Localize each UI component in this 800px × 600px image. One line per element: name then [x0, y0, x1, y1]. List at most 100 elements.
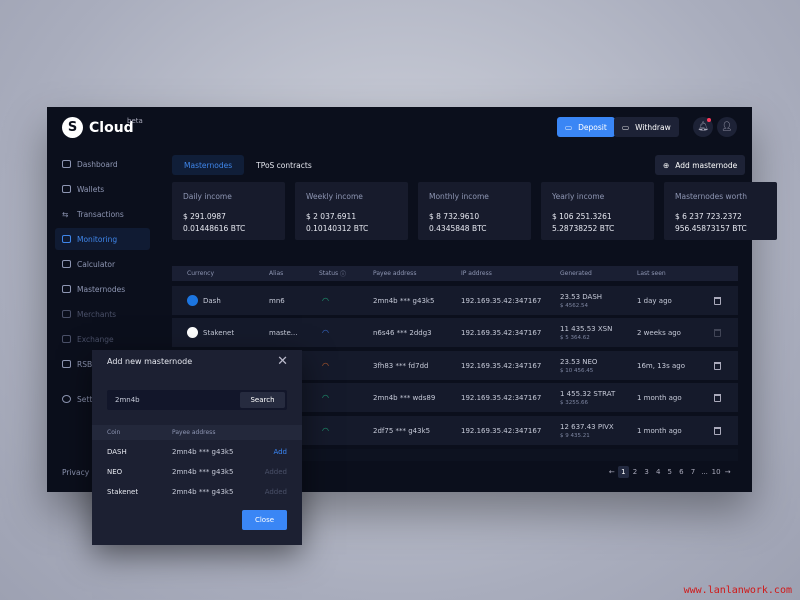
col-generated: Generated	[560, 270, 592, 277]
profile-button[interactable]: 👤︎	[717, 117, 737, 137]
label: Privacy	[62, 467, 90, 477]
modal-row: DASH 2mn4b *** g43k5 Add	[92, 445, 302, 459]
withdraw-button[interactable]: ▭ Withdraw	[614, 117, 679, 137]
delete-button[interactable]	[714, 416, 721, 445]
tab-tpos-contracts[interactable]: TPoS contracts	[256, 160, 312, 170]
delete-button[interactable]	[714, 318, 721, 347]
card-title: Masternodes worth	[675, 192, 747, 201]
page-button[interactable]: 5	[667, 468, 672, 476]
cell-payee: 2mn4b *** g43k5	[373, 296, 435, 305]
card-usd: $ 6 237 723.2372	[675, 212, 742, 221]
card-btc: 0.10140312 BTC	[306, 224, 369, 233]
income-card: Masternodes worth $ 6 237 723.2372 956.458…	[664, 182, 777, 240]
label: Add masternode	[675, 160, 738, 170]
generated-amount: 11 435.53 XSN	[560, 324, 613, 333]
payee: 2mn4b *** g43k5	[172, 468, 234, 476]
next-page-button[interactable]: →	[724, 468, 731, 476]
card-title: Daily income	[183, 192, 232, 201]
info-icon[interactable]: ⓘ	[340, 271, 347, 278]
generated-amount: 12 637.43 PIVX	[560, 422, 614, 431]
delete-button[interactable]	[714, 286, 721, 315]
trash-icon	[714, 328, 721, 337]
page-button[interactable]: 6	[679, 468, 684, 476]
page-button[interactable]: ...	[701, 468, 708, 476]
deposit-icon: ▭	[565, 122, 573, 132]
label: Exchange	[77, 334, 114, 344]
modal-title: Add new masternode	[107, 357, 193, 366]
sidebar-item-monitoring[interactable]: Monitoring	[55, 228, 150, 250]
col-currency: Currency	[187, 270, 215, 277]
sidebar-item-transactions[interactable]: ⇆ Transactions	[55, 203, 150, 225]
wifi-status-icon: ◠	[322, 361, 329, 370]
close-icon[interactable]: ✕	[277, 354, 288, 369]
label: Wallets	[77, 184, 105, 194]
cell-currency: Stakenet	[187, 318, 234, 347]
tab-masternodes[interactable]: Masternodes	[172, 155, 245, 175]
logo[interactable]: S Cloud beta	[62, 117, 143, 138]
income-card: Weekly income $ 2 037.6911 0.10140312 BTC	[295, 182, 408, 240]
currency-name: Stakenet	[203, 328, 235, 337]
deposit-button[interactable]: ▭ Deposit	[557, 117, 615, 137]
coin-icon	[187, 295, 198, 306]
wifi-status-icon: ◠	[322, 296, 329, 305]
col-coin: Coin	[107, 429, 121, 436]
masternodes-icon	[62, 285, 71, 293]
page-button[interactable]: 7	[690, 468, 696, 476]
card-usd: $ 2 037.6911	[306, 212, 357, 221]
wifi-status-icon: ◠	[322, 328, 329, 337]
modal-row: NEO 2mn4b *** g43k5 Added	[92, 465, 302, 479]
watermark: www.lanlanwork.com	[683, 585, 792, 596]
generated-usd: $ 4562.54	[560, 302, 588, 309]
wallet-icon	[62, 185, 71, 193]
withdraw-label: Withdraw	[635, 122, 671, 132]
sidebar-item-masternodes[interactable]: Masternodes	[55, 278, 150, 300]
coin: Stakenet	[107, 488, 139, 496]
generated-usd: $ 3255.66	[560, 399, 588, 406]
sidebar-item-exchange[interactable]: Exchange	[55, 328, 150, 350]
table-row[interactable]: Stakenet maste... ◠ n6s46 *** 2ddg3 192.…	[172, 318, 738, 347]
card-btc: 956.45873157 BTC	[675, 224, 747, 233]
cell-last-seen: 1 month ago	[637, 393, 682, 402]
coin-icon	[187, 327, 198, 338]
privacy-link[interactable]: Privacy	[55, 461, 150, 483]
cell-alias: mn6	[269, 296, 285, 305]
prev-page-button[interactable]: ←	[608, 468, 615, 476]
label: Status	[319, 270, 339, 277]
cloud-logo-icon: S	[62, 117, 83, 138]
notifications-button[interactable]: 🔔︎	[693, 117, 713, 137]
add-masternode-button[interactable]: ⊕ Add masternode	[655, 155, 746, 175]
currency-name: Dash	[203, 296, 221, 305]
table-row-partial	[172, 449, 738, 461]
sidebar-item-wallets[interactable]: Wallets	[55, 178, 150, 200]
trash-icon	[714, 426, 721, 435]
page-button[interactable]: 3	[644, 468, 649, 476]
table-row[interactable]: Dash mn6 ◠ 2mn4b *** g43k5 192.169.35.42…	[172, 286, 738, 315]
cell-last-seen: 1 day ago	[637, 296, 672, 305]
cell-payee: 2df75 *** g43k5	[373, 426, 431, 435]
add-button[interactable]: Add	[273, 448, 287, 456]
calculator-icon	[62, 260, 71, 268]
label: Dashboard	[77, 159, 118, 169]
added-label: Added	[264, 468, 287, 476]
trash-icon	[714, 296, 721, 305]
cell-ip: 192.169.35.42:347167	[461, 328, 542, 337]
sidebar-item-calculator[interactable]: Calculator	[55, 253, 150, 275]
cell-generated: 12 637.43 PIVX $ 9 435.21	[560, 416, 614, 445]
page-button[interactable]: 10	[711, 468, 721, 476]
label: Monitoring	[77, 234, 118, 244]
page-button[interactable]: 4	[655, 468, 661, 476]
page-button[interactable]: 2	[632, 468, 638, 476]
cell-ip: 192.169.35.42:347167	[461, 426, 542, 435]
delete-button[interactable]	[714, 383, 721, 412]
sidebar-item-rsb[interactable]: RSB	[55, 353, 150, 375]
sidebar-item-merchants[interactable]: Merchants	[55, 303, 150, 325]
merchants-icon	[62, 310, 71, 318]
page-button[interactable]: 1	[617, 466, 630, 478]
pagination: ← 1 2 3 4 5 6 7... 10 →	[606, 466, 734, 478]
close-button[interactable]: Close	[242, 510, 287, 530]
sidebar-item-dashboard[interactable]: Dashboard	[55, 153, 150, 175]
search-input[interactable]: 2mn4b Search	[107, 390, 287, 410]
card-usd: $ 8 732.9610	[429, 212, 480, 221]
delete-button[interactable]	[714, 351, 721, 380]
search-button[interactable]: Search	[240, 392, 285, 408]
